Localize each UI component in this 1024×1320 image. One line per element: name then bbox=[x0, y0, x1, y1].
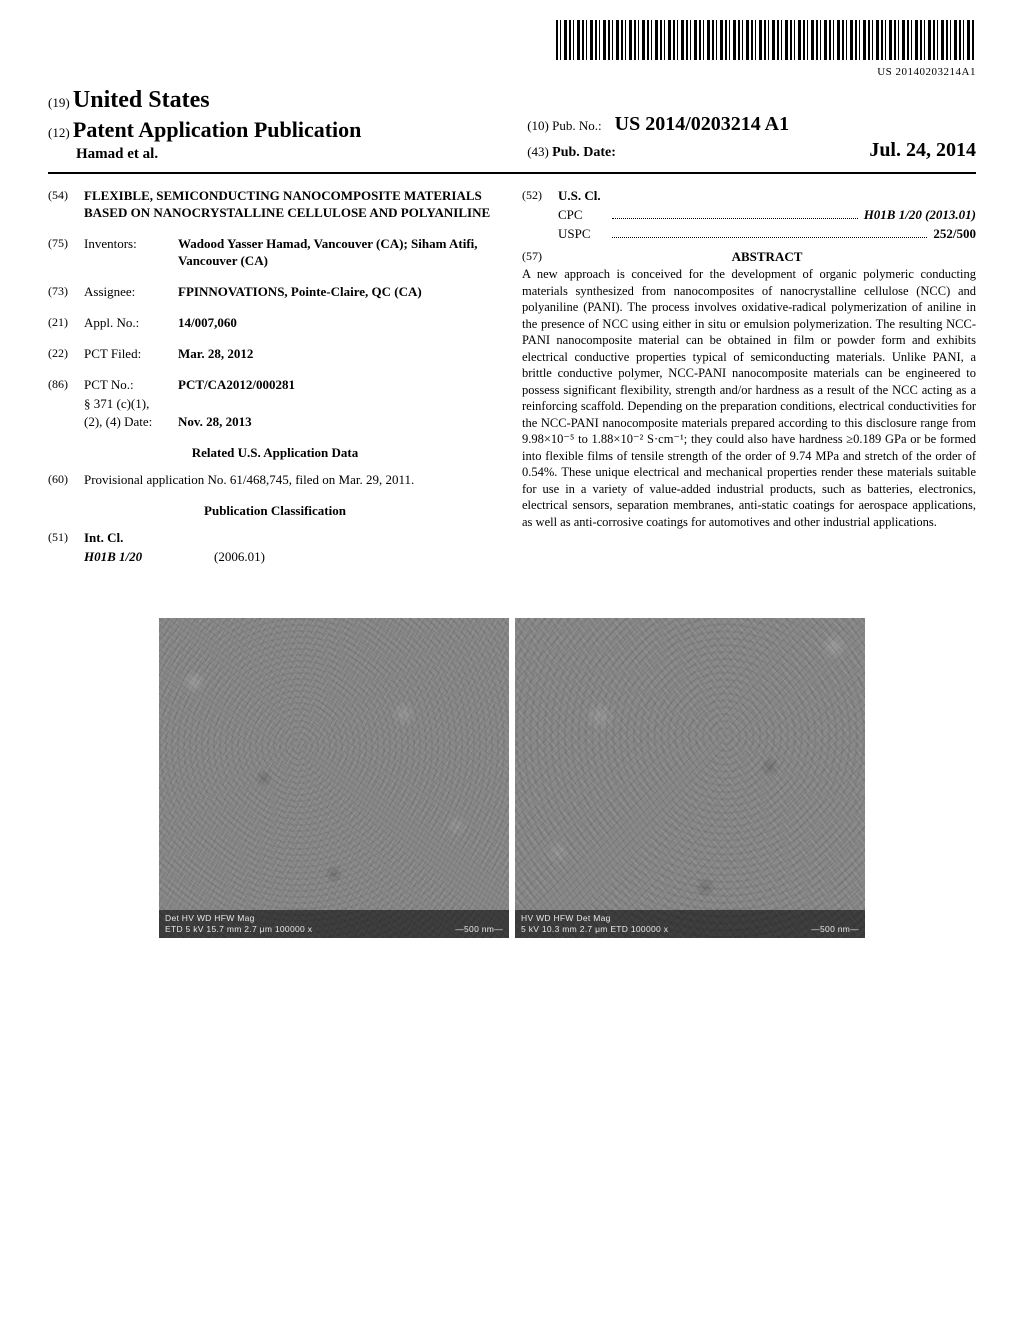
applno-value: 14/007,060 bbox=[178, 315, 502, 332]
applno-row: (21) Appl. No.: 14/007,060 bbox=[48, 315, 502, 332]
intcl-row: (51) Int. Cl. bbox=[48, 530, 502, 547]
left-column: (54) FLEXIBLE, SEMICONDUCTING NANOCOMPOS… bbox=[48, 188, 502, 579]
uspc-dots bbox=[612, 237, 927, 238]
intcl-value: H01B 1/20 bbox=[84, 549, 214, 566]
uscl-code: (52) bbox=[522, 188, 558, 205]
applno-label: Appl. No.: bbox=[84, 315, 178, 332]
s371-date: Nov. 28, 2013 bbox=[178, 414, 502, 431]
pctno-code: (86) bbox=[48, 377, 84, 394]
abstract-label: ABSTRACT bbox=[558, 249, 976, 266]
cpc-dots bbox=[612, 218, 858, 219]
s371-row1: § 371 (c)(1), bbox=[48, 396, 502, 413]
authors-line: Hamad et al. bbox=[76, 146, 158, 162]
sem-image-right: HV WD HFW Det Mag 5 kV 10.3 mm 2.7 μm ET… bbox=[515, 618, 865, 938]
sem-left-head: Det HV WD HFW Mag bbox=[165, 913, 255, 923]
assignee-row: (73) Assignee: FPINNOVATIONS, Pointe-Cla… bbox=[48, 284, 502, 301]
uscl-row: (52) U.S. Cl. bbox=[522, 188, 976, 205]
intcl-label: Int. Cl. bbox=[84, 530, 502, 547]
cpc-row: CPC H01B 1/20 (2013.01) bbox=[522, 207, 976, 224]
provisional-row: (60) Provisional application No. 61/468,… bbox=[48, 472, 502, 489]
header-right: (10) Pub. No.: US 2014/0203214 A1 (43) P… bbox=[519, 85, 976, 164]
pubclass-header: Publication Classification bbox=[48, 503, 502, 520]
barcode-area: US 20140203214A1 bbox=[48, 20, 976, 79]
country: United States bbox=[73, 87, 210, 113]
pubdate-label: Pub. Date: bbox=[552, 145, 616, 160]
title-code: (54) bbox=[48, 188, 84, 222]
abstract-header-row: (57) ABSTRACT bbox=[522, 249, 976, 266]
cpc-label: CPC bbox=[558, 207, 606, 224]
code-43: (43) bbox=[527, 144, 549, 159]
s371-row2: (2), (4) Date: Nov. 28, 2013 bbox=[48, 414, 502, 431]
sem-caption-right: HV WD HFW Det Mag 5 kV 10.3 mm 2.7 μm ET… bbox=[515, 910, 865, 938]
inventors-row: (75) Inventors: Wadood Yasser Hamad, Van… bbox=[48, 236, 502, 270]
sem-right-head: HV WD HFW Det Mag bbox=[521, 913, 611, 923]
sem-texture-right bbox=[515, 618, 865, 938]
main-columns: (54) FLEXIBLE, SEMICONDUCTING NANOCOMPOS… bbox=[48, 188, 976, 579]
assignee-name: FPINNOVATIONS, Pointe-Claire, QC (CA) bbox=[178, 284, 422, 299]
cpc-value-text: H01B 1/20 (2013.01) bbox=[864, 207, 976, 222]
inventors-names: Wadood Yasser Hamad, Vancouver (CA); Sih… bbox=[178, 236, 478, 268]
assignee-code: (73) bbox=[48, 284, 84, 301]
code-19: (19) bbox=[48, 95, 70, 110]
intcl-year: (2006.01) bbox=[214, 549, 265, 566]
pctno-value: PCT/CA2012/000281 bbox=[178, 377, 502, 394]
assignee-label: Assignee: bbox=[84, 284, 178, 301]
uspc-value: 252/500 bbox=[933, 226, 976, 243]
right-column: (52) U.S. Cl. CPC H01B 1/20 (2013.01) US… bbox=[522, 188, 976, 579]
code-10: (10) bbox=[527, 118, 549, 133]
s371-spacer2 bbox=[48, 414, 84, 431]
pub-type: Patent Application Publication bbox=[73, 117, 361, 142]
title-row: (54) FLEXIBLE, SEMICONDUCTING NANOCOMPOS… bbox=[48, 188, 502, 222]
sem-left-body: ETD 5 kV 15.7 mm 2.7 μm 100000 x bbox=[165, 924, 312, 934]
header-left: (19) United States (12) Patent Applicati… bbox=[48, 85, 519, 164]
prov-code: (60) bbox=[48, 472, 84, 489]
s371-spacer bbox=[48, 396, 84, 413]
assignee-value: FPINNOVATIONS, Pointe-Claire, QC (CA) bbox=[178, 284, 502, 301]
prov-text: Provisional application No. 61/468,745, … bbox=[84, 472, 502, 489]
inventors-code: (75) bbox=[48, 236, 84, 270]
sem-caption-left-info: Det HV WD HFW Mag ETD 5 kV 15.7 mm 2.7 μ… bbox=[165, 913, 312, 935]
sem-image-left: Det HV WD HFW Mag ETD 5 kV 15.7 mm 2.7 μ… bbox=[159, 618, 509, 938]
sem-right-body: 5 kV 10.3 mm 2.7 μm ETD 100000 x bbox=[521, 924, 668, 934]
pctfiled-row: (22) PCT Filed: Mar. 28, 2012 bbox=[48, 346, 502, 363]
pctfiled-value: Mar. 28, 2012 bbox=[178, 346, 502, 363]
applno-code: (21) bbox=[48, 315, 84, 332]
sem-texture-left bbox=[159, 618, 509, 938]
header-row: (19) United States (12) Patent Applicati… bbox=[48, 85, 976, 164]
related-header: Related U.S. Application Data bbox=[48, 445, 502, 462]
inventors-value: Wadood Yasser Hamad, Vancouver (CA); Sih… bbox=[178, 236, 502, 270]
figures-row: Det HV WD HFW Mag ETD 5 kV 15.7 mm 2.7 μ… bbox=[48, 618, 976, 938]
cpc-value: H01B 1/20 (2013.01) bbox=[864, 207, 976, 224]
pctno-row: (86) PCT No.: PCT/CA2012/000281 bbox=[48, 377, 502, 394]
pctno-label: PCT No.: bbox=[84, 377, 178, 394]
intcl-code: (51) bbox=[48, 530, 84, 547]
pub-date: Jul. 24, 2014 bbox=[869, 137, 976, 163]
barcode-number: US 20140203214A1 bbox=[48, 65, 976, 79]
code-12: (12) bbox=[48, 125, 70, 140]
barcode-graphic bbox=[556, 20, 976, 60]
s371-date-label: (2), (4) Date: bbox=[84, 414, 178, 431]
abstract-body: A new approach is conceived for the deve… bbox=[522, 266, 976, 530]
intcl-spacer bbox=[48, 549, 84, 566]
patent-title: FLEXIBLE, SEMICONDUCTING NANOCOMPOSITE M… bbox=[84, 188, 502, 222]
pctfiled-label: PCT Filed: bbox=[84, 346, 178, 363]
pctfiled-code: (22) bbox=[48, 346, 84, 363]
abstract-code: (57) bbox=[522, 249, 558, 266]
header-divider bbox=[48, 172, 976, 174]
inventors-label: Inventors: bbox=[84, 236, 178, 270]
pub-no: US 2014/0203214 A1 bbox=[615, 113, 789, 135]
sem-caption-right-info: HV WD HFW Det Mag 5 kV 10.3 mm 2.7 μm ET… bbox=[521, 913, 668, 935]
sem-right-scale: —500 nm— bbox=[811, 924, 859, 935]
uspc-label: USPC bbox=[558, 226, 606, 243]
uscl-label: U.S. Cl. bbox=[558, 188, 976, 205]
pubno-label: Pub. No.: bbox=[552, 118, 601, 133]
s371-label: § 371 (c)(1), bbox=[84, 396, 502, 413]
uspc-row: USPC 252/500 bbox=[522, 226, 976, 243]
intcl-value-row: H01B 1/20 (2006.01) bbox=[48, 549, 502, 566]
sem-left-scale: —500 nm— bbox=[455, 924, 503, 935]
sem-caption-left: Det HV WD HFW Mag ETD 5 kV 15.7 mm 2.7 μ… bbox=[159, 910, 509, 938]
